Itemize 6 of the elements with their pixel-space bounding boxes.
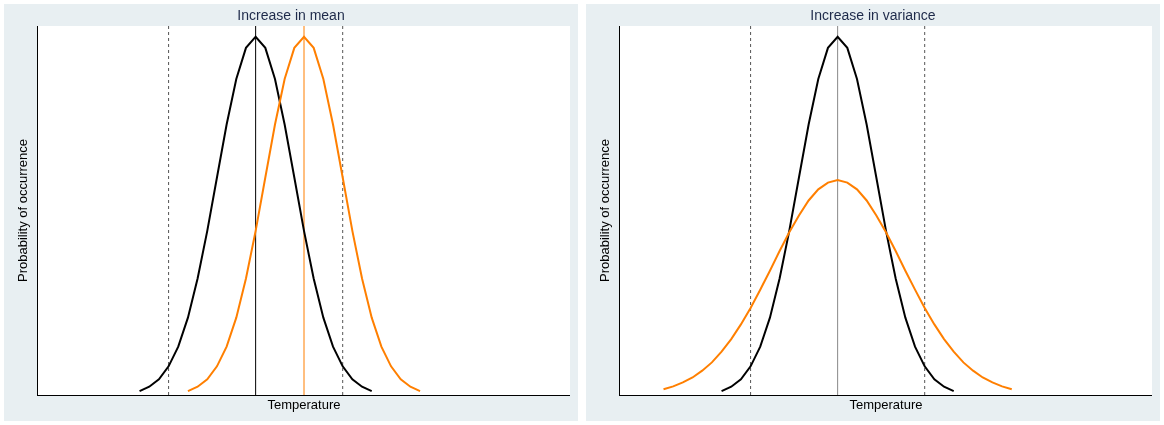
- x-axis-title: Temperature: [849, 396, 923, 412]
- y-axis-title: Probability of occurrence: [596, 138, 612, 283]
- chart-title: Increase in variance: [810, 7, 936, 24]
- y-axis-title: Probability of occurrence: [14, 138, 30, 283]
- chart-title: Increase in mean: [237, 7, 345, 24]
- x-axis-title: Temperature: [267, 396, 341, 412]
